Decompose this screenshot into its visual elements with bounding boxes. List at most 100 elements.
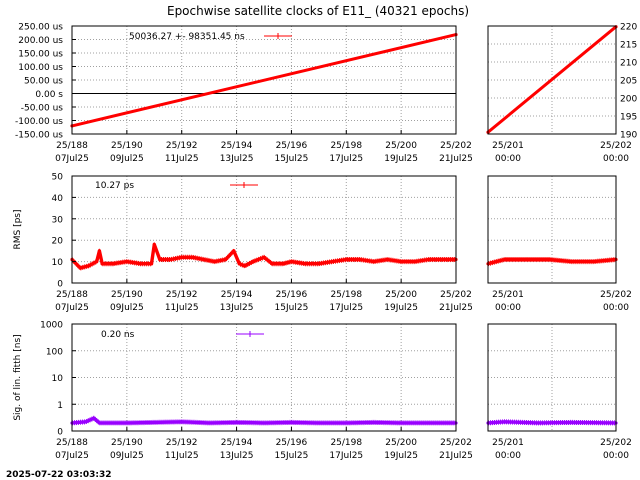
rms-xtick-day: 25/192 [166,290,198,300]
sigma-point [399,421,403,425]
sigma-point [125,421,129,425]
clock-xtick-day: 25/202 [440,141,472,151]
clock-zoom-line [487,25,617,134]
rms-point [303,262,307,266]
rms-zoom-xtick-time: 00:00 [495,303,521,313]
rms-point [191,255,195,259]
clock-ytick-label: 50.00 us [24,77,63,87]
rms-point [317,262,321,266]
rms-scatter-lower [71,246,456,271]
rms-point [289,260,294,264]
clock-zoom-ytick-label: 220 [620,23,637,33]
sigma-xtick-day: 25/194 [221,438,253,448]
sigma-xtick-date: 19Jul25 [384,451,418,461]
sigma-legend-label: 0.20 ns [101,330,135,340]
clock-legend-label: 50036.27 +- 98351.45 ns [129,32,245,42]
rms-point [344,257,348,262]
clock-xtick-day: 25/194 [221,141,253,151]
sigma-ytick-label: 1000 [40,321,63,331]
clock-zoom-ytick-label: 190 [620,131,637,141]
chart-title: Epochwise satellite clocks of E11_ (4032… [167,4,469,18]
clock-zoom-frame [487,25,617,135]
sigma-xtick-date: 13Jul25 [220,451,254,461]
clock-zoom-xtick-day: 25/202 [600,141,632,151]
rms-point [149,262,154,266]
clock-ytick-label: 100.00 us [18,63,63,73]
rms-point [86,264,91,268]
rms-point [152,242,156,247]
sigma-zoom-frame [487,323,617,432]
clock-ytick-label: 0.00 s [35,90,63,100]
rms-point [251,260,255,264]
clock-xtick-date: 11Jul25 [165,154,199,164]
rms-zoom-scatter-upper [487,257,617,263]
rms-point [232,249,236,253]
rms-zoom-xtick-time: 00:00 [603,303,629,313]
rms-legend-label: 10.27 ps [95,181,134,191]
sigma-xtick-day: 25/188 [56,438,88,448]
rms-point [78,266,82,270]
rms-point [138,262,143,266]
sigma-zoom-scatter-upper [487,419,617,422]
rms-ytick-label: 0 [57,280,63,290]
clock-zoom-xtick-time: 00:00 [495,154,521,164]
sigma-point [152,420,156,424]
sigma-point [344,421,348,425]
clock-xtick-day: 25/200 [385,141,417,151]
rms-point [97,249,102,253]
sigma-point [426,421,431,425]
sigma-zoom-point [536,421,540,425]
sigma-xtick-date: 21Jul25 [439,451,473,461]
rms-frame [71,175,457,284]
clock-zoom-ytick-label: 200 [620,95,637,105]
rms-ytick-label: 40 [52,194,64,204]
rms-point [399,260,403,264]
sigma-scatter-upper [71,415,456,422]
rms-point [262,255,266,259]
clock-line [71,33,457,128]
clock-zoom-ytick-label: 205 [620,77,637,87]
sigma-point [97,421,102,425]
rms-zoom-point [592,260,596,264]
rms-point [270,262,274,266]
sigma-point [84,420,88,424]
clock-xtick-date: 07Jul25 [55,154,89,164]
rms-xtick-date: 09Jul25 [110,303,144,313]
rms-xtick-day: 25/196 [276,290,308,300]
sigma-zoom-scatter-lower [487,423,617,426]
sigma-point [180,420,184,424]
clock-xtick-date: 17Jul25 [329,154,363,164]
sigma-point [262,421,266,425]
sigma-point [289,420,294,424]
sigma-ytick-label: 10 [52,374,64,384]
clock-zoom-ytick-label: 195 [620,113,637,123]
clock-ytick-label: 150.00 us [18,50,63,60]
rms-point [169,257,173,262]
rms-zoom-point [569,260,574,264]
rms-xtick-day: 25/202 [440,290,472,300]
sigma-xtick-day: 25/198 [330,438,362,448]
data-layer [70,25,618,426]
rms-zoom-point [547,257,551,262]
rms-point [358,257,362,262]
rms-xtick-date: 17Jul25 [329,303,363,313]
sigma-ytick-label: 100 [46,347,63,357]
label-layer: 250.00 us 200.00 us 150.00 us 100.00 us 50.0… [13,23,637,462]
rms-xtick-date: 15Jul25 [275,303,309,313]
rms-ytick-label: 20 [52,237,64,247]
sigma-point [207,421,211,425]
rms-zoom-xtick-day: 25/201 [492,290,524,300]
rms-zoom-xtick-day: 25/202 [600,290,632,300]
rms-xtick-day: 25/188 [56,290,88,300]
rms-point [158,257,162,262]
rms-point [237,262,241,266]
clock-zoom-xtick-day: 25/201 [492,141,524,151]
clock-xtick-day: 25/190 [111,141,143,151]
rms-xtick-date: 19Jul25 [384,303,418,313]
sigma-xtick-day: 25/196 [276,438,308,448]
clock-ytick-label: -50.00 us [21,104,64,114]
rms-point [213,260,217,264]
rms-ylabel: RMS [ps] [13,209,23,249]
clock-ytick-label: -100.00 us [15,117,63,127]
